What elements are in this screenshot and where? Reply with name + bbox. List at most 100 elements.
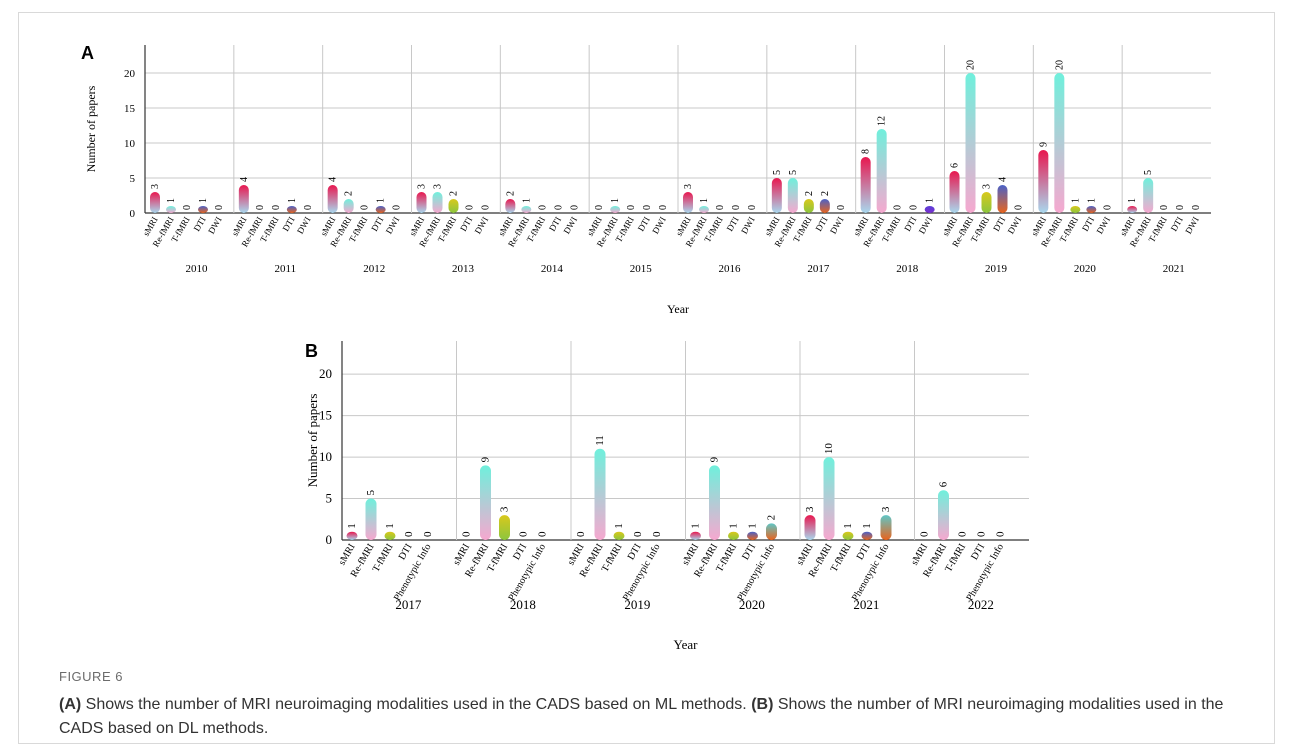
value-label: 4: [998, 177, 1009, 182]
value-label: 4: [328, 177, 339, 182]
value-label: 5: [365, 490, 377, 496]
x-axis-label: Year: [667, 302, 689, 316]
value-label: 1: [690, 523, 702, 529]
bar-t-fmri: [499, 515, 510, 540]
value-label: 1: [521, 198, 532, 203]
y-tick-label: 20: [319, 366, 332, 381]
bar-smri: [150, 192, 160, 213]
bar-dti: [997, 185, 1008, 213]
value-label: 0: [575, 531, 587, 537]
value-label: 3: [982, 184, 993, 189]
year-label: 2012: [363, 263, 385, 275]
caption-a-text: Shows the number of MRI neuroimaging mod…: [81, 696, 752, 713]
value-label: 0: [481, 205, 492, 210]
bar-smri: [238, 185, 249, 213]
value-label: 1: [376, 198, 387, 203]
y-tick-label: 10: [124, 138, 136, 150]
modality-tick-label: DWI: [1094, 215, 1112, 236]
value-label: 0: [658, 205, 669, 210]
year-label: 2021: [1163, 263, 1185, 275]
value-label: 5: [772, 170, 783, 175]
year-label: 2020: [739, 597, 765, 612]
year-label: 2015: [630, 263, 653, 275]
modality-tick-label: DWI: [1006, 215, 1024, 236]
value-label: 6: [950, 163, 961, 168]
modality-tick-label: DTI: [397, 542, 415, 562]
bar-phenotypic-info: [880, 515, 892, 540]
bar-smri: [416, 192, 427, 213]
panel-label: A: [81, 43, 94, 63]
modality-tick-label: DWI: [473, 215, 491, 236]
year-label: 2019: [985, 263, 1008, 275]
value-label: 3: [150, 184, 161, 189]
value-label: 1: [747, 523, 759, 529]
value-label: 1: [613, 523, 625, 529]
modality-tick-label: DWI: [1183, 215, 1201, 236]
bar-dti: [747, 531, 758, 540]
caption-a-tag: (A): [59, 696, 82, 713]
bar-re-fmri: [166, 206, 176, 213]
bar-dti: [861, 531, 873, 540]
y-tick-label: 10: [319, 449, 332, 464]
bar-re-fmri: [787, 178, 798, 213]
bar-smri: [771, 178, 782, 213]
modality-tick-label: Phenotypic Info: [735, 542, 777, 603]
value-label: 0: [569, 205, 580, 210]
bar-re-fmri: [876, 129, 887, 213]
value-label: 0: [214, 205, 225, 210]
value-label: 0: [715, 205, 726, 210]
bar-smri: [683, 192, 693, 213]
year-label: 2018: [896, 263, 919, 275]
value-label: 0: [182, 205, 193, 210]
bar-smri: [327, 185, 338, 213]
bar-smri: [346, 531, 358, 540]
value-label: 6: [938, 481, 950, 487]
modality-tick-label: Phenotypic Info: [506, 542, 548, 603]
value-label: 3: [804, 506, 816, 512]
value-label: 9: [709, 456, 721, 462]
value-label: 0: [1014, 205, 1025, 210]
value-label: 2: [344, 191, 355, 196]
year-label: 2021: [853, 597, 879, 612]
figure-frame: A 0 5 10 15 20 Number of papers Year 2010 3 sMRI 1 R…: [18, 12, 1275, 744]
value-label: 0: [893, 205, 904, 210]
value-label: 0: [909, 205, 920, 210]
bar-t-fmri: [384, 531, 396, 540]
value-label: 20: [966, 60, 977, 70]
year-label: 2016: [719, 263, 742, 275]
value-label: 9: [480, 456, 492, 462]
value-label: 3: [880, 506, 892, 512]
modality-tick-label: Phenotypic Info: [964, 542, 1006, 603]
bar-re-fmri: [480, 465, 491, 540]
value-label: 20: [1054, 60, 1065, 70]
modality-tick-label: Phenotypic Info: [850, 542, 892, 603]
value-label: 2: [820, 191, 831, 196]
modality-tick-label: Phenotypic Info: [621, 542, 663, 603]
value-label: 3: [417, 184, 428, 189]
year-label: 2017: [807, 263, 830, 275]
bar-re-fmri: [343, 199, 354, 213]
bar-smri: [804, 515, 816, 540]
y-axis-label: Number of papers: [305, 394, 320, 488]
value-label: 5: [1143, 170, 1154, 175]
value-label: 0: [271, 205, 282, 210]
value-label: 9: [1038, 142, 1049, 147]
bar-smri: [1038, 150, 1049, 213]
bar-dwi: [924, 206, 935, 213]
value-label: 0: [957, 531, 969, 537]
modality-tick-label: DWI: [384, 215, 402, 236]
bar-re-fmri: [610, 206, 621, 213]
value-label: 1: [699, 198, 710, 203]
bar-re-fmri: [365, 498, 377, 540]
value-label: 0: [651, 531, 663, 537]
value-label: 0: [392, 205, 403, 210]
bar-re-fmri: [594, 448, 606, 540]
bar-re-fmri: [965, 73, 976, 213]
caption-b-tag: (B): [751, 696, 774, 713]
modality-tick-label: DWI: [561, 215, 579, 236]
year-label: 2010: [186, 263, 209, 275]
value-label: 0: [1159, 205, 1170, 210]
bar-t-fmri: [1070, 206, 1081, 213]
value-label: 1: [166, 198, 177, 203]
